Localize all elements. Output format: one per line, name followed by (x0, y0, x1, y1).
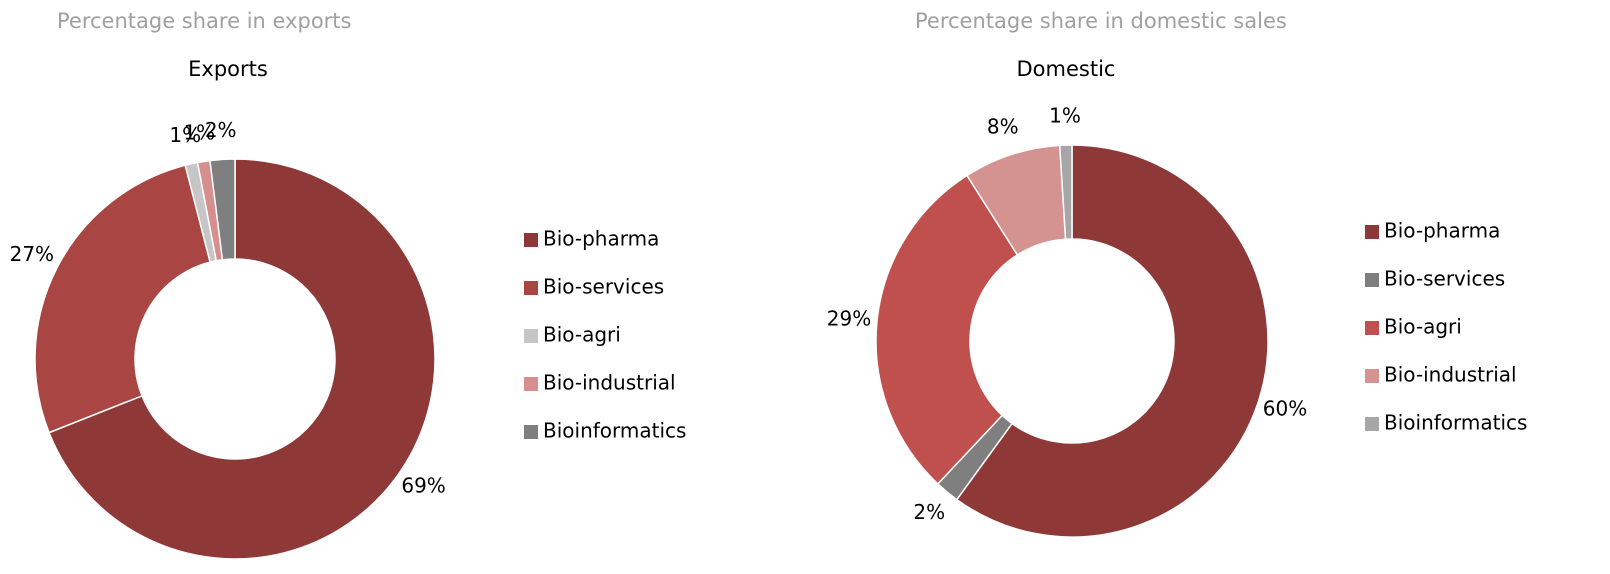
legend-label: Bio-agri (1384, 315, 1462, 339)
legend-label: Bioinformatics (543, 419, 686, 443)
legend-label: Bio-pharma (543, 227, 659, 251)
donut-slice (1058, 144, 1073, 240)
data-label: 60% (1263, 397, 1307, 421)
data-label: 1% (169, 123, 201, 147)
legend-label: Bio-agri (543, 323, 621, 347)
donut-slice (34, 164, 212, 434)
legend-swatch (524, 425, 538, 439)
chart-heading: Percentage share in domestic sales (915, 9, 1287, 33)
chart-title: Domestic (1017, 57, 1116, 81)
legend-label: Bio-industrial (1384, 363, 1517, 387)
legend-swatch (524, 281, 538, 295)
legend-label: Bio-industrial (543, 371, 676, 395)
chart-title: Exports (188, 57, 268, 81)
legend-swatch (1365, 273, 1379, 287)
legend-swatch (1365, 369, 1379, 383)
legend-swatch (1365, 321, 1379, 335)
legend-swatch (1365, 417, 1379, 431)
chart-heading: Percentage share in exports (57, 9, 351, 33)
legend-label: Bioinformatics (1384, 411, 1527, 435)
data-label: 1% (183, 120, 215, 144)
donut-slice (209, 158, 236, 261)
data-label: 1% (1049, 104, 1081, 128)
legend-label: Bio-pharma (1384, 219, 1500, 243)
legend-swatch (524, 377, 538, 391)
legend-label: Bio-services (1384, 267, 1505, 291)
data-label: 2% (913, 500, 945, 524)
data-label: 69% (401, 474, 445, 498)
legend-label: Bio-services (543, 275, 664, 299)
legend-swatch (1365, 225, 1379, 239)
data-label: 27% (10, 242, 54, 266)
donut-slice (875, 174, 1019, 485)
donut-slice (48, 158, 436, 560)
legend-swatch (524, 329, 538, 343)
legend-swatch (524, 233, 538, 247)
data-label: 29% (827, 306, 871, 330)
data-label: 2% (205, 118, 237, 142)
data-label: 8% (987, 114, 1019, 138)
donut-slice (955, 144, 1269, 538)
